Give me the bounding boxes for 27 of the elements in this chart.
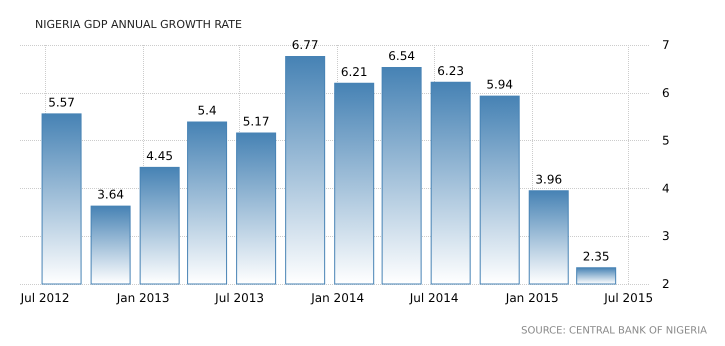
data-label: 5.94	[486, 78, 514, 92]
data-label: 3.96	[535, 172, 562, 186]
y-tick-label: 7	[662, 38, 670, 52]
x-tick-label: Jul 2015	[603, 291, 654, 305]
data-label: 6.21	[340, 64, 368, 79]
y-tick-label: 5	[662, 134, 670, 148]
data-label: 3.64	[97, 188, 124, 202]
data-label: 5.57	[48, 95, 75, 110]
x-tick-label: Jul 2013	[214, 291, 264, 305]
source-note: SOURCE: CENTRAL BANK OF NIGERIA	[521, 326, 708, 336]
y-tick-label: 3	[662, 229, 670, 244]
x-tick-label: Jan 2014	[310, 291, 364, 305]
x-tick-label: Jan 2013	[116, 291, 170, 305]
data-label: 6.54	[388, 48, 415, 63]
y-tick-label: 2	[662, 277, 670, 291]
y-tick-label: 4	[662, 181, 670, 196]
x-tick-label: Jan 2015	[504, 291, 559, 305]
data-label: 5.4	[198, 103, 217, 118]
x-tick-label: Jul 2014	[408, 291, 459, 305]
data-label: 4.45	[146, 148, 174, 163]
x-tick-label: Jul 2012	[20, 291, 70, 305]
y-tick-label: 6	[662, 86, 670, 100]
data-label: 6.77	[292, 38, 319, 52]
data-label: 6.23	[437, 64, 464, 78]
data-label: 5.17	[242, 114, 270, 128]
data-label: 2.35	[582, 249, 610, 264]
chart-title: NIGERIA GDP ANNUAL GROWTH RATE	[35, 18, 242, 31]
